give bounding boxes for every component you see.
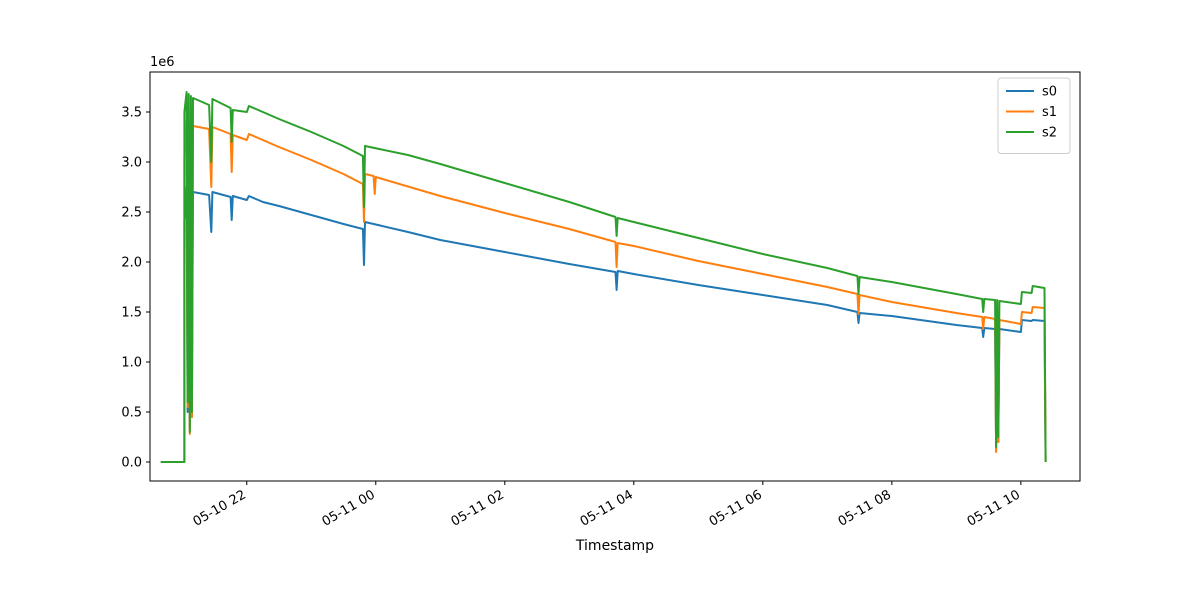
series-line-s1 — [160, 119, 1047, 463]
y-tick-label: 2.5 — [121, 206, 142, 221]
legend-label-s1: s1 — [1042, 105, 1057, 120]
plot-frame — [149, 71, 1081, 482]
x-tick-label: 05-11 00 — [320, 487, 378, 529]
legend-label-s2: s2 — [1042, 126, 1057, 141]
legend: s0 s1 s2 — [997, 77, 1071, 154]
x-tick-label: 05-11 08 — [836, 487, 894, 529]
series-line-s0 — [160, 186, 1047, 463]
y-tick-label: 0.0 — [121, 456, 142, 471]
x-tick-label: 05-11 10 — [965, 487, 1023, 529]
x-axis-title: Timestamp — [575, 538, 654, 554]
y-tick-label: 3.5 — [121, 106, 142, 121]
legend-box — [997, 77, 1071, 154]
y-tick-label: 1.0 — [121, 356, 142, 371]
x-tick-label: 05-11 02 — [449, 487, 507, 529]
y-tick-label: 0.5 — [121, 406, 142, 421]
y-tick-label: 1.5 — [121, 306, 142, 321]
x-tick-label: 05-10 22 — [191, 487, 249, 529]
y-tick-label: 2.0 — [121, 256, 142, 271]
x-tick-label: 05-11 06 — [707, 487, 765, 529]
series-line-s2 — [160, 91, 1047, 463]
y-axis-scale-label: 1e6 — [150, 55, 175, 70]
legend-label-s0: s0 — [1042, 85, 1057, 100]
plot-lines — [160, 91, 1047, 463]
y-axis: 0.0 0.5 1.0 1.5 2.0 2.5 3.0 3.5 — [121, 106, 150, 471]
x-axis: 05-10 22 05-11 00 05-11 02 05-11 04 05-11 06… — [191, 481, 1023, 530]
x-tick-label: 05-11 04 — [578, 487, 636, 529]
y-tick-label: 3.0 — [121, 156, 142, 171]
